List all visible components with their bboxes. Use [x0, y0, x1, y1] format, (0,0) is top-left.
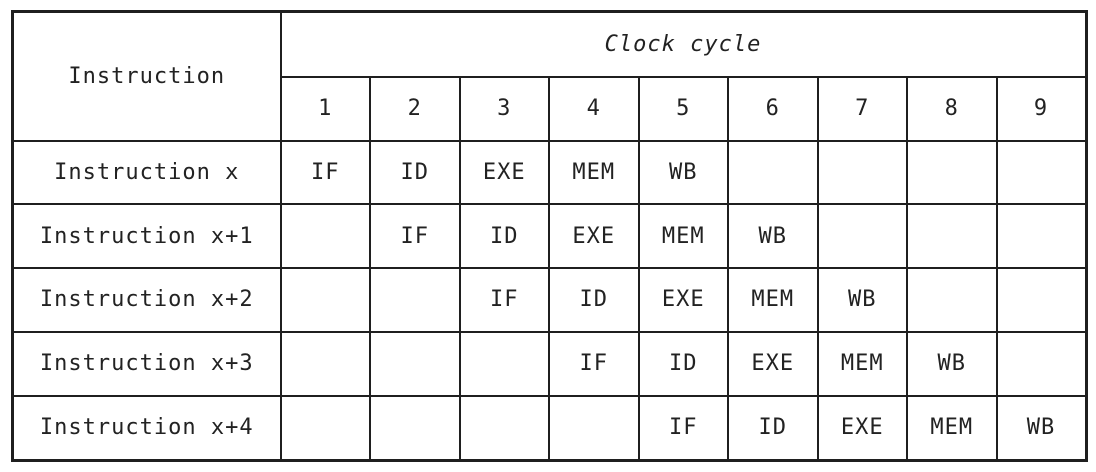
table-row-instruction-x: Instruction x IF ID EXE MEM WB: [11, 139, 1088, 206]
stage-cell: [279, 267, 371, 333]
stage-cell: [727, 139, 819, 206]
stage-cell: MEM: [548, 139, 640, 206]
stage-cell: IF: [548, 330, 640, 397]
cycle-header-9: 9: [995, 75, 1088, 142]
stage-cell: WB: [637, 139, 729, 206]
table-row-instruction-x1: Instruction x+1 IF ID EXE MEM WB: [11, 203, 1088, 269]
row-label: Instruction x+4: [11, 394, 282, 462]
stage-cell: EXE: [548, 203, 640, 269]
stage-cell: ID: [458, 203, 550, 269]
stage-cell: IF: [458, 267, 550, 333]
stage-cell: MEM: [637, 203, 729, 269]
row-label: Instruction x: [11, 139, 282, 206]
stage-cell: ID: [369, 139, 461, 206]
stage-cell: EXE: [727, 330, 819, 397]
stage-cell: [995, 203, 1088, 269]
stage-cell: WB: [816, 267, 908, 333]
stage-cell: [279, 330, 371, 397]
stage-cell: IF: [369, 203, 461, 269]
stage-cell: [369, 267, 461, 333]
stage-cell: [995, 267, 1088, 333]
stage-cell: EXE: [458, 139, 550, 206]
table-row-instruction-x2: Instruction x+2 IF ID EXE MEM WB: [11, 267, 1088, 333]
stage-cell: MEM: [727, 267, 819, 333]
stage-cell: WB: [906, 330, 998, 397]
cycle-header-8: 8: [906, 75, 998, 142]
stage-cell: ID: [727, 394, 819, 462]
cycle-header-1: 1: [279, 75, 371, 142]
stage-cell: [458, 330, 550, 397]
stage-cell: MEM: [816, 330, 908, 397]
stage-cell: [906, 203, 998, 269]
stage-cell: MEM: [906, 394, 998, 462]
stage-cell: [906, 267, 998, 333]
row-label: Instruction x+2: [11, 267, 282, 333]
cycle-header-6: 6: [727, 75, 819, 142]
stage-cell: EXE: [816, 394, 908, 462]
stage-cell: ID: [637, 330, 729, 397]
stage-cell: [816, 139, 908, 206]
stage-cell: [279, 203, 371, 269]
stage-cell: EXE: [637, 267, 729, 333]
cycle-header-4: 4: [548, 75, 640, 142]
table-row-instruction-x3: Instruction x+3 IF ID EXE MEM WB: [11, 330, 1088, 397]
stage-cell: ID: [548, 267, 640, 333]
stage-cell: [458, 394, 550, 462]
stage-cell: IF: [637, 394, 729, 462]
cycle-header-3: 3: [458, 75, 550, 142]
cycle-header-5: 5: [637, 75, 729, 142]
table-row-instruction-x4: Instruction x+4 IF ID EXE MEM WB: [11, 394, 1088, 462]
stage-cell: [995, 139, 1088, 206]
pipeline-table: Instruction Clock cycle 1 2 3 4 5 6 7 8 …: [11, 10, 1088, 462]
stage-cell: [279, 394, 371, 462]
instruction-column-header: Instruction: [11, 10, 282, 142]
row-label: Instruction x+3: [11, 330, 282, 397]
clock-cycle-header: Clock cycle: [279, 10, 1088, 78]
stage-cell: IF: [279, 139, 371, 206]
cycle-header-2: 2: [369, 75, 461, 142]
stage-cell: WB: [727, 203, 819, 269]
stage-cell: [369, 330, 461, 397]
stage-cell: [995, 330, 1088, 397]
stage-cell: [369, 394, 461, 462]
stage-cell: [548, 394, 640, 462]
stage-cell: WB: [995, 394, 1088, 462]
stage-cell: [906, 139, 998, 206]
stage-cell: [816, 203, 908, 269]
cycle-header-7: 7: [816, 75, 908, 142]
row-label: Instruction x+1: [11, 203, 282, 269]
